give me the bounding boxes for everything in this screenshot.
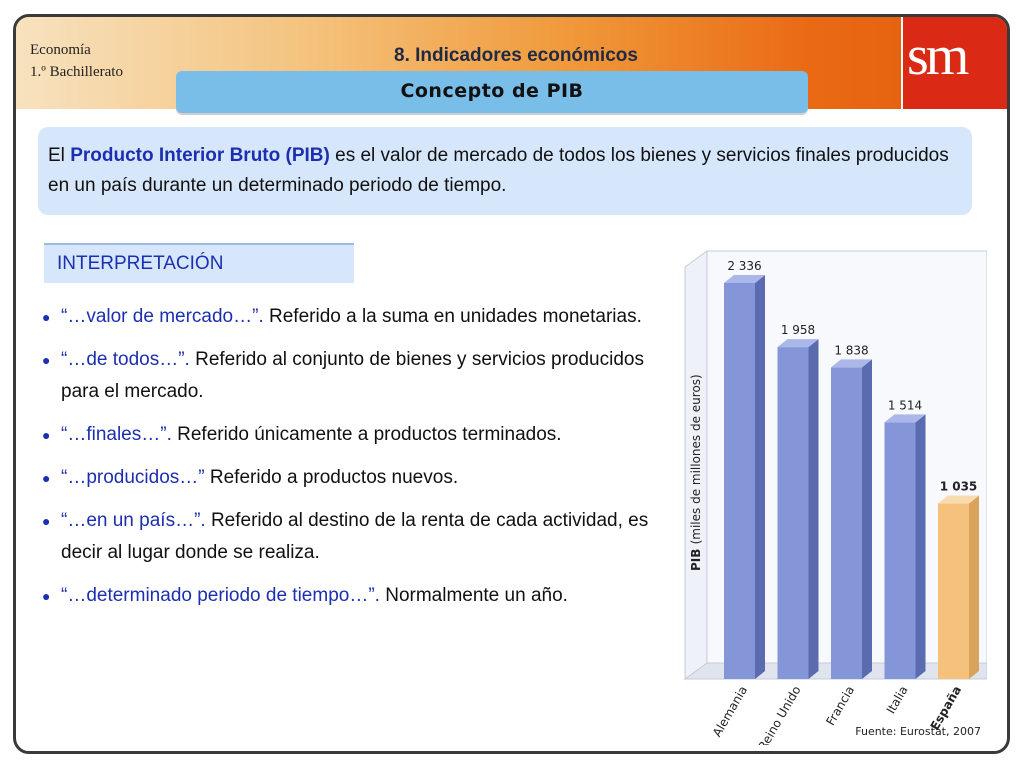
- bullet-dot-icon: ●: [42, 588, 51, 604]
- list-item: ● “…en un país…”. Referido al destino de …: [40, 505, 650, 569]
- bar-side-0: [755, 275, 765, 679]
- bullet-dot-icon: ●: [42, 352, 51, 368]
- logo-text: sm: [907, 25, 969, 87]
- definition-text: El Producto Interior Bruto (PIB) es el v…: [48, 141, 958, 201]
- topic-bar: Concepto de PIB: [176, 71, 808, 113]
- category-label-3: Italia: [884, 684, 911, 717]
- slide: Economía 1.º Bachillerato 8. Indicadores…: [13, 14, 1010, 754]
- list-item: ● “…finales…”. Referido únicamente a prod…: [40, 419, 650, 451]
- definition-box: El Producto Interior Bruto (PIB) es el v…: [38, 127, 972, 215]
- bar-top-3: [884, 414, 926, 423]
- definition-prefix: El: [48, 145, 71, 166]
- course-name: Economía: [30, 42, 91, 58]
- bar-1: [777, 347, 809, 679]
- definition-rest: es el valor de mercado de todos los bien…: [48, 145, 949, 196]
- list-item: ● “…determinado periodo de tiempo…”. Norm…: [40, 580, 650, 612]
- topic-title: Concepto de PIB: [400, 80, 584, 102]
- category-label-0: Alemania: [710, 684, 750, 740]
- bullet-dot-icon: ●: [42, 470, 51, 486]
- course-title: Economía 1.º Bachillerato: [30, 39, 190, 83]
- data-label-3: 1 514: [888, 398, 922, 412]
- bar-top-1: [777, 339, 819, 348]
- item-text: Referido a productos nuevos.: [204, 467, 459, 488]
- bar-side-2: [862, 359, 872, 679]
- y-axis-label: PIB (miles de millones de euros): [689, 374, 703, 571]
- bar-top-2: [831, 359, 872, 368]
- item-quote: “…determinado periodo de tiempo…”.: [61, 585, 380, 606]
- course-level: 1.º Bachillerato: [30, 64, 123, 80]
- bar-side-3: [915, 414, 926, 679]
- sm-logo: sm: [901, 17, 1007, 109]
- item-quote: “…valor de mercado…”.: [61, 306, 264, 327]
- data-label-1: 1 958: [781, 323, 815, 337]
- item-text: Referido a la suma en unidades monetaria…: [263, 306, 642, 327]
- bar-side-4: [969, 495, 979, 679]
- data-label-0: 2 336: [727, 259, 761, 273]
- y-axis-label-main: PIB: [689, 544, 703, 571]
- item-quote: “…en un país…”.: [61, 510, 206, 531]
- data-label-4: 1 035: [940, 480, 978, 494]
- bar-3: [884, 422, 916, 679]
- y-axis-label-unit: (miles de millones de euros): [689, 374, 703, 544]
- section-title: 8. Indicadores económicos: [394, 45, 638, 66]
- bullet-dot-icon: ●: [42, 513, 51, 529]
- interpretation-header: INTERPRETACIÓN: [44, 243, 354, 283]
- interpretation-list: ● “…valor de mercado…”. Referido a la sum…: [40, 301, 650, 623]
- list-item: ● “…producidos…” Referido a productos nue…: [40, 462, 650, 494]
- interpretation-label: INTERPRETACIÓN: [57, 253, 224, 274]
- category-label-2: Francia: [823, 684, 857, 728]
- bar-4: [938, 503, 969, 679]
- item-text: Normalmente un año.: [379, 585, 568, 606]
- item-text: Referido al conjunto de bienes y servici…: [61, 349, 644, 402]
- item-text: Referido al destino de la renta de cada …: [61, 510, 649, 563]
- item-text: Referido únicamente a productos terminad…: [171, 424, 562, 445]
- bar-top-4: [938, 495, 979, 504]
- chart-source: Fuente: Eurostat, 2007: [855, 725, 981, 738]
- item-quote: “…producidos…”: [61, 467, 205, 488]
- bar-2: [831, 367, 862, 679]
- data-label-2: 1 838: [834, 343, 868, 357]
- list-item: ● “…valor de mercado…”. Referido a la sum…: [40, 301, 650, 333]
- bar-side-1: [808, 339, 819, 679]
- bar-0: [724, 283, 755, 679]
- category-label-1: Reino Unido: [755, 684, 803, 746]
- item-quote: “…finales…”.: [61, 424, 172, 445]
- gdp-chart: PIB (miles de millones de euros) 2 336 Ale…: [669, 231, 988, 751]
- definition-term: Producto Interior Bruto (PIB): [70, 145, 330, 166]
- bullet-dot-icon: ●: [42, 309, 51, 325]
- bar-top-0: [724, 275, 765, 283]
- gdp-bar-chart: PIB (miles de millones de euros) 2 336 Ale…: [683, 250, 988, 751]
- list-item: ● “…de todos…”. Referido al conjunto de b…: [40, 344, 650, 408]
- item-quote: “…de todos…”.: [61, 349, 190, 370]
- bullet-dot-icon: ●: [42, 427, 51, 443]
